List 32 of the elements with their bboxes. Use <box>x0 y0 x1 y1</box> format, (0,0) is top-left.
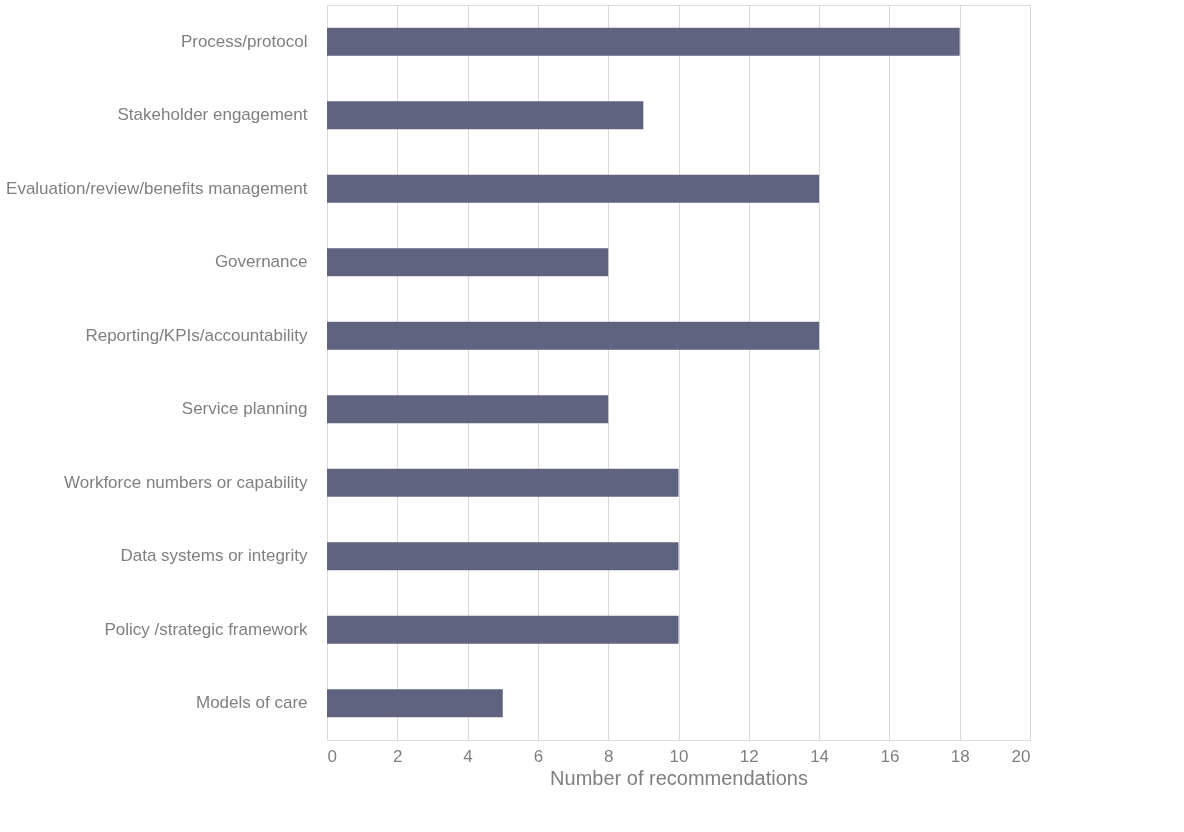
y-tick-label: Governance <box>214 252 308 272</box>
x-tick-label: 14 <box>810 746 830 766</box>
bar <box>327 27 960 56</box>
bar <box>327 615 679 644</box>
y-tick-label: Workforce numbers or capability <box>64 472 308 492</box>
bar <box>327 321 820 350</box>
x-tick-label: 2 <box>393 746 403 766</box>
y-tick-label: Process/protocol <box>180 31 308 51</box>
y-tick-label: Policy /strategic framework <box>104 619 308 639</box>
x-tick-label: 16 <box>880 746 900 766</box>
bar <box>327 395 609 424</box>
y-tick-label: Reporting/KPIs/accountability <box>85 325 308 345</box>
bar <box>327 248 609 277</box>
bar <box>327 689 503 718</box>
y-tick-label: Service planning <box>181 399 308 419</box>
y-tick-label: Stakeholder engagement <box>117 105 308 125</box>
x-tick-label: 20 <box>1011 746 1031 766</box>
x-tick-label: 4 <box>463 746 473 766</box>
bar <box>327 101 644 130</box>
y-tick-label: Data systems or integrity <box>120 546 308 566</box>
x-tick-label: 12 <box>739 746 759 766</box>
x-tick-label: 6 <box>533 746 544 766</box>
bar <box>327 468 679 497</box>
x-tick-label: 10 <box>669 746 689 766</box>
x-tick-label: 8 <box>603 746 614 766</box>
y-tick-label: Models of care <box>196 693 308 713</box>
x-axis-title: Number of recommendations <box>550 766 808 789</box>
bar <box>327 542 679 571</box>
x-tick-label: 18 <box>950 746 970 766</box>
y-tick-label: Evaluation/review/benefits management <box>6 178 308 198</box>
bar <box>327 174 820 203</box>
x-tick-label: 0 <box>327 746 337 766</box>
